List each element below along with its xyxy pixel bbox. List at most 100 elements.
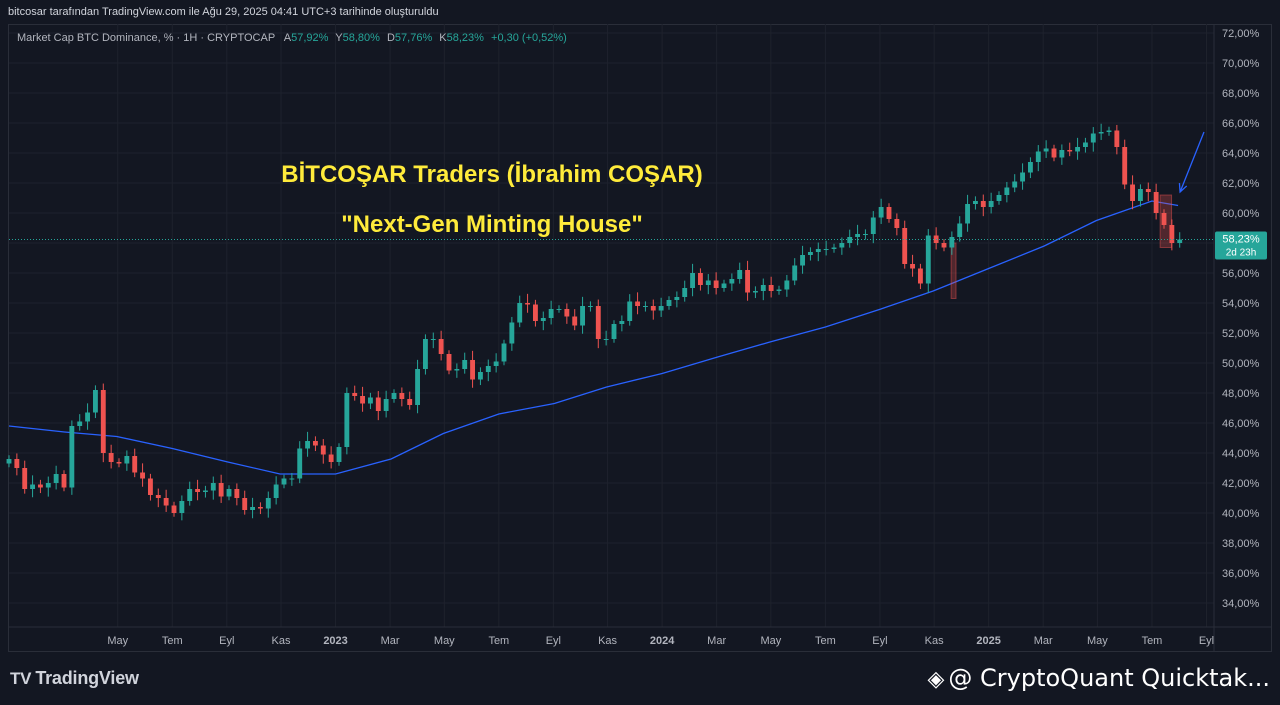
candle-body (22, 468, 28, 489)
candle-body (30, 484, 36, 489)
candles (6, 123, 1183, 521)
candle-body (53, 474, 59, 483)
annotations: BİTCOŞAR Traders (İbrahim COŞAR) "Next-Ge… (281, 131, 1205, 238)
cryptoquant-watermark: ◈ @ CryptoQuant Quicktak... (927, 664, 1270, 692)
candle-body (415, 369, 421, 405)
candle-body (1161, 213, 1167, 225)
candle-body (163, 498, 169, 506)
y-tick-label: 68,00% (1222, 88, 1260, 100)
candle-body (658, 306, 664, 311)
candle-body (485, 366, 491, 372)
x-tick-label: Tem (1142, 635, 1163, 647)
candle-body (360, 396, 366, 404)
candle-body (855, 234, 861, 237)
candle-body (501, 343, 507, 362)
candle-body (1169, 225, 1175, 243)
price-axis: 34,00% 36,00% 38,00% 40,00% 42,00% 44,00% 46,0… (1213, 24, 1260, 652)
y-tick-label: 72,00% (1222, 28, 1260, 40)
y-tick-label: 56,00% (1222, 268, 1260, 280)
candle-body (124, 456, 130, 464)
candle-body (454, 369, 460, 371)
candle-body (1090, 133, 1096, 143)
candle-body (1067, 150, 1073, 152)
candle-body (375, 397, 381, 411)
candle-body (540, 318, 546, 321)
candle-body (1020, 172, 1026, 182)
price-badge-bg (1215, 231, 1267, 260)
candle-body (595, 306, 601, 339)
highlight-boxes (950, 194, 1173, 299)
candle-body (108, 453, 114, 462)
open-value: 57,92% (291, 32, 329, 44)
grid-lines (9, 24, 1214, 627)
y-tick-label: 40,00% (1222, 508, 1260, 520)
low-value: 57,76% (394, 32, 433, 44)
candle-body (257, 507, 263, 509)
candle-body (548, 309, 554, 318)
y-tick-label: 62,00% (1222, 178, 1260, 190)
candle-body (1012, 181, 1018, 188)
candle-body (226, 489, 232, 497)
candle-body (367, 397, 373, 404)
x-tick-label: Mar (381, 635, 400, 647)
chart-frame (8, 24, 1272, 652)
x-tick-label: Kas (598, 635, 617, 647)
candle-body (666, 300, 672, 306)
moving-average-path (8, 200, 1179, 475)
candle-body (627, 301, 633, 321)
candle-body (1082, 142, 1088, 147)
candle-body (234, 489, 240, 498)
candle-body (894, 219, 900, 228)
symbol-name: Market Cap BTC Dominance, % · 1H · CRYPT… (17, 32, 276, 44)
x-tick-label: Tem (162, 635, 183, 647)
y-tick-label: 38,00% (1222, 538, 1260, 550)
y-tick-label: 60,00% (1222, 208, 1260, 220)
y-tick-label: 34,00% (1222, 598, 1260, 610)
y-tick-label: 48,00% (1222, 388, 1260, 400)
candle-body (965, 204, 971, 224)
candle-body (470, 360, 476, 380)
candle-body (1153, 192, 1159, 213)
tradingview-logo-icon: TV (10, 669, 32, 688)
candle-body (972, 201, 978, 204)
candle-body (902, 228, 908, 264)
candle-body (815, 249, 821, 252)
candle-body (642, 306, 648, 307)
x-tick-label: Mar (1034, 635, 1053, 647)
candle-body (1177, 239, 1183, 243)
candle-body (532, 304, 538, 321)
candle-body (69, 426, 75, 488)
candle-body (611, 324, 617, 339)
x-tick-label: May (760, 635, 781, 647)
x-tick-label: Kas (925, 635, 944, 647)
tradingview-logo[interactable]: TV TradingView (10, 668, 139, 689)
candle-body (407, 399, 413, 405)
x-tick-label: Kas (272, 635, 291, 647)
change-value: +0,30 (+0,52%) (491, 32, 567, 44)
binance-diamond-icon: ◈ (927, 667, 945, 692)
candle-body (1145, 189, 1151, 192)
y-tick-label: 42,00% (1222, 478, 1260, 490)
candle-body (917, 268, 923, 284)
candle-body (729, 279, 735, 284)
candle-body (674, 297, 680, 300)
candlestick-chart[interactable]: BİTCOŞAR Traders (İbrahim COŞAR) "Next-Ge… (0, 0, 1280, 652)
candle-body (1043, 148, 1049, 152)
candle-body (1122, 147, 1128, 185)
price-badge-countdown: 2d 23h (1226, 248, 1257, 259)
candle-body (477, 372, 483, 380)
close-value: 58,23% (446, 32, 484, 44)
candle-body (556, 309, 562, 310)
candle-body (784, 280, 790, 290)
candle-body (312, 441, 318, 446)
close-label: K (439, 32, 447, 44)
candle-body (823, 249, 829, 250)
candle-body (179, 501, 185, 513)
candle-body (61, 474, 67, 488)
candle-body (941, 243, 947, 248)
candle-body (242, 498, 248, 510)
candle-body (580, 306, 586, 326)
y-tick-label: 66,00% (1222, 118, 1260, 130)
candle-body (218, 483, 224, 497)
candle-body (446, 354, 452, 371)
